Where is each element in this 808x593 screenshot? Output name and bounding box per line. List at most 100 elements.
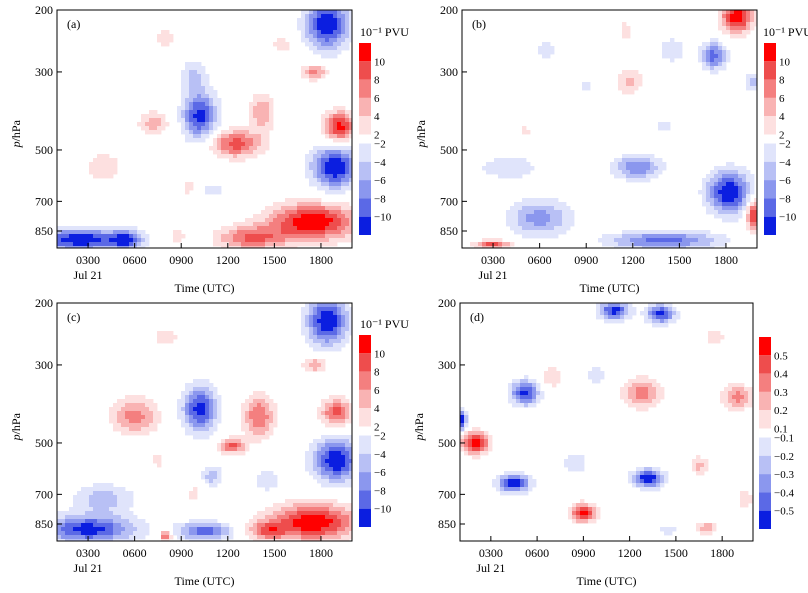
contour-cell	[61, 535, 66, 540]
contour-cell	[105, 491, 110, 496]
contour-cell	[217, 134, 222, 139]
contour-cell	[664, 303, 669, 308]
contour-cell	[253, 407, 258, 412]
contour-cell	[706, 178, 711, 183]
contour-cell	[333, 319, 338, 324]
contour-cell	[317, 198, 322, 203]
contour-cell	[658, 242, 663, 247]
contour-cell	[626, 230, 631, 235]
contour-cell	[472, 447, 477, 452]
contour-cell	[722, 202, 727, 207]
contour-cell	[476, 455, 481, 460]
contour-cell	[696, 523, 701, 528]
contour-cell	[109, 531, 114, 536]
contour-cell	[734, 182, 739, 187]
contour-cell	[253, 527, 258, 532]
contour-cell	[704, 523, 709, 528]
contour-cell	[325, 451, 330, 456]
contour-cell	[516, 395, 521, 400]
contour-cell	[337, 347, 342, 352]
contour-cell	[706, 174, 711, 179]
contour-cell	[253, 150, 258, 155]
contour-cell	[261, 419, 266, 424]
contour-cell	[337, 122, 342, 127]
contour-cell	[121, 226, 126, 231]
contour-cell	[117, 511, 122, 516]
contour-cell	[309, 367, 314, 372]
contour-cell	[317, 407, 322, 412]
contour-cell	[265, 423, 270, 428]
colorbar-swatch	[359, 335, 371, 354]
contour-cell	[600, 303, 605, 308]
contour-cell	[313, 343, 318, 348]
contour-cell	[305, 507, 310, 512]
contour-cell	[321, 162, 326, 167]
contour-cell	[668, 527, 673, 532]
contour-cell	[269, 126, 274, 131]
contour-cell	[580, 459, 585, 464]
contour-cell	[305, 210, 310, 215]
contour-cell	[313, 42, 318, 47]
contour-cell	[698, 230, 703, 235]
contour-cell	[702, 66, 707, 71]
contour-cell	[333, 335, 338, 340]
contour-cell	[193, 399, 198, 404]
contour-cell	[305, 38, 310, 43]
contour-cell	[125, 495, 130, 500]
contour-cell	[257, 94, 262, 99]
contour-cell	[121, 419, 126, 424]
contour-cell	[101, 535, 106, 540]
contour-cell	[736, 395, 741, 400]
colorbar-tick-label: 4	[374, 403, 380, 415]
contour-cell	[333, 407, 338, 412]
contour-cell	[337, 22, 342, 27]
contour-cell	[710, 46, 715, 51]
contour-cell	[189, 186, 194, 191]
contour-cell	[213, 539, 218, 541]
contour-cell	[628, 403, 633, 408]
contour-cell	[460, 423, 465, 428]
contour-cell	[337, 110, 342, 115]
contour-cell	[546, 54, 551, 59]
contour-cell	[317, 214, 322, 219]
contour-cell	[572, 503, 577, 508]
contour-cell	[634, 242, 639, 247]
contour-cell	[141, 431, 146, 436]
contour-cell	[325, 467, 330, 472]
contour-cell	[708, 339, 713, 344]
contour-cell	[133, 234, 138, 239]
contour-cell	[117, 491, 122, 496]
contour-cell	[341, 238, 346, 243]
colorbar-swatch	[359, 472, 371, 491]
contour-cell	[229, 451, 234, 456]
contour-cell	[708, 331, 713, 336]
contour-cell	[321, 367, 326, 372]
contour-cell	[301, 519, 306, 524]
contour-cell	[293, 531, 298, 536]
contour-cell	[329, 14, 334, 19]
contour-cell	[714, 170, 719, 175]
contour-cell	[726, 10, 731, 15]
contour-cell	[77, 226, 82, 231]
contour-cell	[325, 210, 330, 215]
contour-cell	[137, 234, 142, 239]
contour-cell	[630, 234, 635, 239]
contour-cell	[616, 311, 621, 316]
contour-cell	[261, 539, 266, 541]
contour-cell	[181, 391, 186, 396]
contour-cell	[193, 423, 198, 428]
contour-cell	[93, 527, 98, 532]
contour-cell	[349, 519, 352, 524]
contour-cell	[121, 499, 126, 504]
contour-cell	[189, 130, 194, 135]
contour-cell	[710, 210, 715, 215]
contour-cell	[265, 487, 270, 492]
contour-cell	[253, 523, 258, 528]
contour-cell	[321, 475, 326, 480]
contour-cell	[604, 307, 609, 312]
contour-cell	[201, 86, 206, 91]
contour-cell	[341, 162, 346, 167]
contour-cell	[317, 347, 322, 352]
contour-cell	[141, 238, 146, 243]
contour-cell	[313, 503, 318, 508]
